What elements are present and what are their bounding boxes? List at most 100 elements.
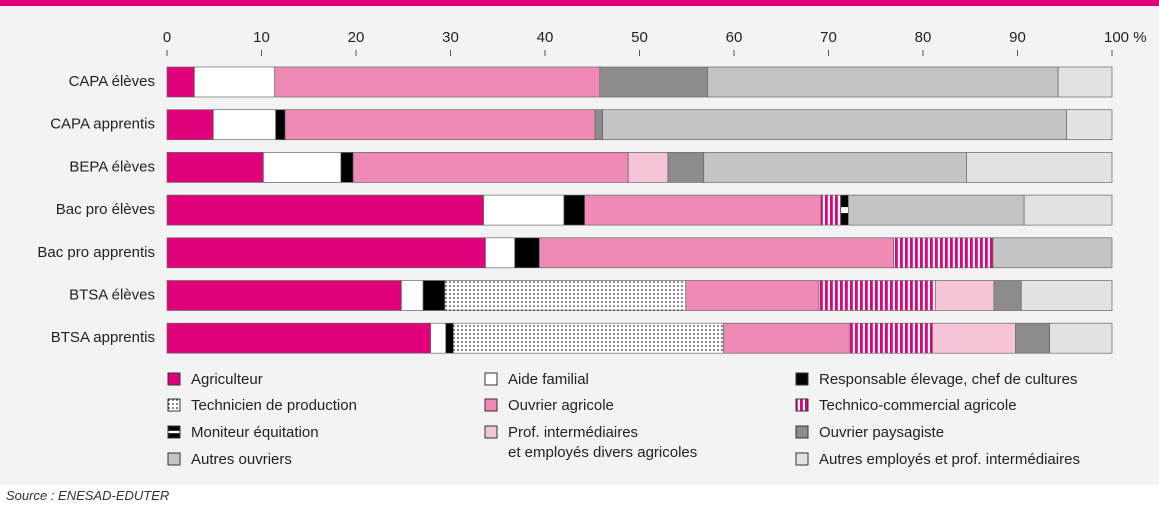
legend-swatch-box: [167, 398, 181, 412]
category-label: Bac pro élèves: [56, 201, 155, 218]
x-tick-label: 40: [537, 29, 554, 46]
bar-segment: [667, 152, 705, 183]
bar-segment: [194, 66, 276, 98]
bar-segment: [703, 152, 967, 183]
bar-segment: [485, 237, 516, 269]
bar-segment: [275, 109, 286, 141]
bar-segment: [893, 237, 994, 269]
legend-label: Aide familial: [508, 371, 589, 388]
bar-segment: [840, 194, 849, 226]
legend-swatch-box: [484, 372, 498, 386]
legend-swatch: [167, 372, 181, 386]
legend-item: Technicien de production: [167, 396, 357, 416]
x-tick-label: 90: [1009, 29, 1026, 46]
category-label: Bac pro apprentis: [37, 244, 155, 261]
bar-segment: [602, 109, 1067, 141]
bar-segment: [422, 280, 446, 311]
bar-segment: [594, 109, 603, 141]
bar-segment: [932, 322, 1016, 354]
bar-segment: [166, 322, 432, 354]
bar-segment: [514, 237, 540, 269]
x-tick-label: 20: [348, 29, 365, 46]
bar-segment: [274, 66, 601, 98]
bar-segment: [352, 152, 629, 183]
bar-segment: [284, 109, 596, 141]
x-tick-label: 80: [915, 29, 932, 46]
x-tick-label: 30: [442, 29, 459, 46]
bar-segment: [430, 322, 447, 354]
legend-label: Agriculteur: [191, 371, 263, 388]
bar-segment: [563, 194, 586, 226]
legend-item: Technico-commercial agricole: [795, 396, 1017, 416]
chart: 0 10 20 30 40 50 60 70 80 90 100 % CAPA élèves CAPA …: [0, 0, 1159, 485]
legend-swatch: [167, 398, 181, 412]
category-label: CAPA élèves: [69, 73, 155, 90]
legend-item: Prof. intermédiaires et employés divers …: [484, 423, 697, 463]
bar-segment: [452, 322, 724, 354]
bar-segment: [707, 66, 1059, 98]
bar-segment: [820, 194, 842, 226]
legend-label: Autres ouvriers: [191, 451, 292, 468]
x-tick-label: 50: [631, 29, 648, 46]
bar-segment: [1049, 322, 1113, 354]
bar-segment: [445, 322, 454, 354]
bar-segment: [401, 280, 424, 311]
bar-segment: [599, 66, 708, 98]
x-tick-label: 70: [820, 29, 837, 46]
legend-swatch: [484, 372, 498, 386]
x-tick-label: 0: [163, 29, 171, 46]
bar-segment: [263, 152, 342, 183]
legend-label: Technicien de production: [191, 397, 357, 414]
bar-segment: [627, 152, 669, 183]
legend-item: Autres ouvriers: [167, 450, 292, 470]
bar-segment: [1020, 280, 1113, 311]
legend-swatch: [167, 425, 181, 439]
bar-segment: [584, 194, 822, 226]
legend-swatch: [484, 425, 498, 439]
bar-segment: [847, 194, 1025, 226]
legend-swatch: [795, 398, 809, 412]
legend-item: Ouvrier agricole: [484, 396, 614, 416]
category-label: BTSA apprentis: [51, 329, 155, 346]
top-rule: [0, 0, 1159, 6]
legend-label: Ouvrier paysagiste: [819, 424, 945, 441]
legend-label: Ouvrier agricole: [508, 397, 614, 414]
x-tick-label: 10: [253, 29, 270, 46]
legend-swatch-box: [795, 398, 809, 412]
bar-segment: [166, 66, 195, 98]
bar-segment: [818, 280, 936, 311]
bar-segment: [993, 280, 1022, 311]
bar-segment: [444, 280, 687, 311]
legend-swatch-box: [167, 452, 181, 466]
bar-segment: [166, 109, 214, 141]
bar-segment: [166, 194, 484, 226]
bar-segment: [166, 237, 486, 269]
legend-item: Agriculteur: [167, 370, 263, 390]
legend-swatch-box: [795, 452, 809, 466]
legend-item: Aide familial: [484, 370, 589, 390]
bar-segment: [1015, 322, 1050, 354]
legend-label: Autres employés et prof. intermédiaires: [819, 451, 1080, 468]
bar-segment: [340, 152, 354, 183]
x-tick-label: 100 %: [1104, 29, 1147, 46]
legend-item: Ouvrier paysagiste: [795, 423, 944, 443]
legend-label: Responsable élevage, chef de cultures: [819, 371, 1078, 388]
bar-segment: [538, 237, 895, 269]
legend-swatch: [795, 425, 809, 439]
legend-item: Responsable élevage, chef de cultures: [795, 370, 1078, 390]
legend-swatch: [484, 398, 498, 412]
legend-swatch-box: [167, 372, 181, 386]
source: Source : ENESAD-EDUTER: [6, 488, 170, 503]
bar-segment: [723, 322, 850, 354]
bar-segment: [212, 109, 277, 141]
legend-item: Moniteur équitation: [167, 423, 319, 443]
bar-segment: [934, 280, 995, 311]
bar-segment: [483, 194, 565, 226]
legend-swatch-box: [795, 425, 809, 439]
bar-segment: [848, 322, 933, 354]
legend-swatch-box: [484, 425, 498, 439]
legend-swatch: [795, 372, 809, 386]
bar-segment: [166, 152, 264, 183]
legend-label: Technico-commercial agricole: [819, 397, 1017, 414]
